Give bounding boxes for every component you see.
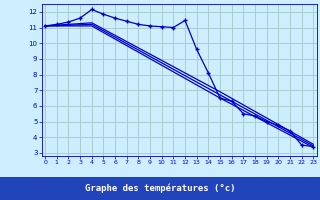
Text: Graphe des températures (°c): Graphe des températures (°c) <box>85 184 235 193</box>
